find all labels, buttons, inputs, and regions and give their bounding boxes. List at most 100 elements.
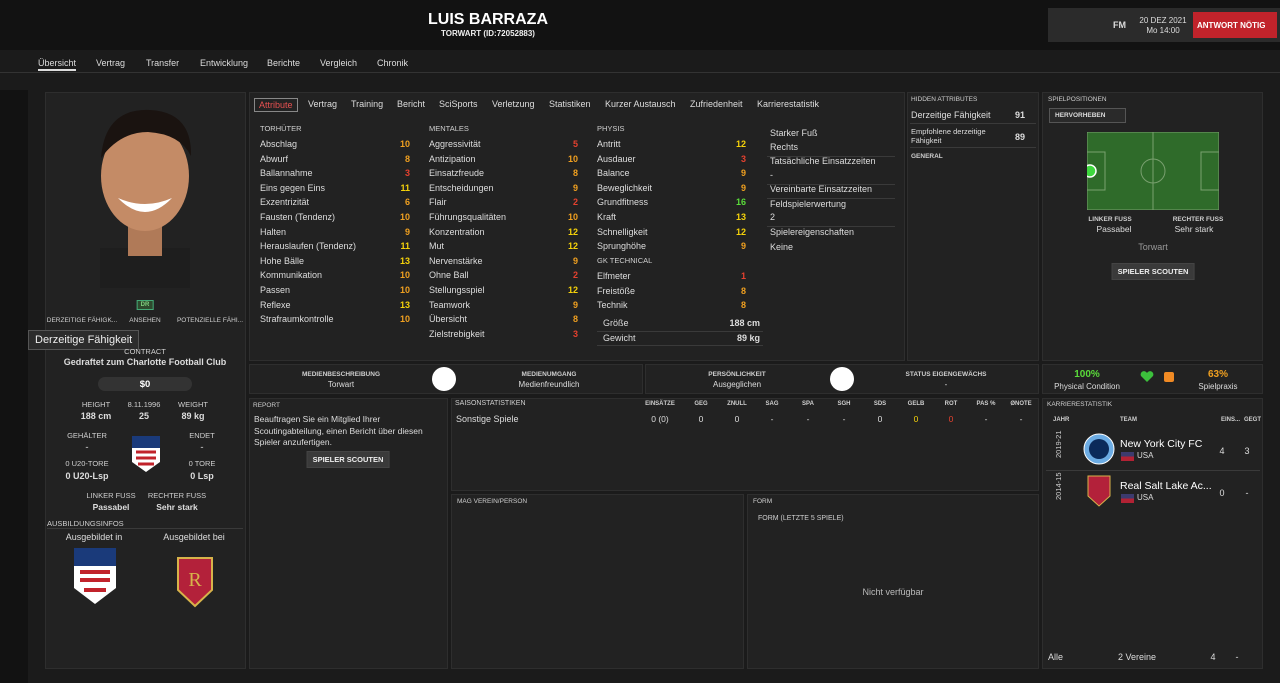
appearances: 0 — [1219, 488, 1225, 498]
tab[interactable]: Karrierestatistik — [757, 99, 820, 109]
attribute-value: 16 — [735, 197, 746, 208]
attribute-value: 8 — [404, 153, 410, 164]
season-value: - — [984, 414, 988, 424]
action-label[interactable]: ANTWORT NÖTIG — [1197, 21, 1266, 30]
physical-label: Gewicht — [603, 332, 636, 343]
sidebar[interactable] — [0, 90, 28, 683]
stat: 0 Lsp — [190, 471, 214, 481]
attribute-value: 3 — [404, 168, 410, 179]
usa-emblem — [74, 548, 116, 604]
nav-item[interactable]: Chronik — [377, 58, 409, 68]
tab[interactable]: Verletzung — [492, 99, 535, 109]
label: LINKER FUSS — [1088, 216, 1132, 223]
attribute-name: Ausdauer — [597, 153, 636, 164]
column-header: GEG — [694, 401, 708, 407]
stat: 0 TORE — [188, 459, 216, 468]
row-label: Sonstige Spiele — [456, 414, 519, 424]
section-title: FORM (LETZTE 5 SPIELE) — [758, 515, 844, 522]
nav-item[interactable]: Vertrag — [96, 58, 126, 68]
tab[interactable]: Statistiken — [549, 99, 591, 109]
nav-item[interactable]: Berichte — [267, 58, 301, 68]
nav-item[interactable]: Transfer — [146, 58, 180, 68]
label: RECHTER FUSS — [1172, 216, 1224, 223]
year: 2019-21 — [1054, 430, 1063, 458]
button[interactable]: SPIELER SCOUTEN — [1111, 263, 1195, 280]
birthdate: 8.11.1996 — [127, 400, 161, 409]
season-value: 0 — [913, 414, 919, 424]
tab[interactable]: Vertrag — [308, 99, 338, 109]
physical-label: Größe — [603, 318, 629, 328]
time: Mo 14:00 — [1146, 26, 1180, 35]
attribute-name: Schnelligkeit — [597, 226, 648, 237]
attribute-name: Antritt — [597, 139, 621, 149]
attribute-value: 1 — [740, 271, 746, 281]
report-text: Beauftragen Sie ein Mitglied Ihrer Scout… — [254, 414, 423, 447]
warning-icon — [1164, 372, 1174, 382]
tab[interactable]: Kurzer Austausch — [605, 99, 676, 109]
team: New York City FC — [1120, 438, 1203, 450]
value: Sehr stark — [1174, 224, 1214, 234]
year: 2014-15 — [1054, 472, 1063, 500]
hidden-value: 89 — [1014, 132, 1025, 142]
nav-item[interactable]: Entwicklung — [200, 58, 249, 68]
column-header: SDS — [873, 401, 887, 407]
nav-item[interactable]: Vergleich — [320, 58, 358, 68]
attribute-value: 12 — [567, 226, 578, 237]
separator — [767, 198, 895, 199]
side-info: 2 — [770, 212, 776, 222]
rating-label: DERZEITIGE FÄHIGK... — [46, 317, 118, 324]
season-value: - — [770, 414, 774, 424]
appearances: 4 — [1219, 446, 1225, 456]
panel-title: MAG VEREIN/PERSON — [457, 498, 528, 505]
attribute-value: 8 — [740, 285, 746, 296]
form-panel — [747, 494, 1039, 669]
attribute-name: Flair — [429, 197, 447, 208]
rsl-emblem — [1087, 475, 1111, 507]
tab[interactable]: Bericht — [397, 99, 426, 109]
attribute-value: 13 — [735, 212, 746, 222]
tab[interactable]: Attribute — [254, 98, 298, 112]
stat: 0 U20-TORE — [65, 459, 109, 468]
pitch — [1087, 132, 1219, 210]
role-badge: DR — [136, 300, 154, 310]
label: ENDET — [189, 431, 215, 440]
action-button[interactable] — [1193, 12, 1277, 38]
separator — [597, 330, 763, 332]
attribute-name: Einsatzfreude — [429, 168, 485, 179]
attribute-value: 2 — [572, 270, 578, 281]
attribute-name: Nervenstärke — [429, 255, 483, 266]
group-title: MENTALES — [429, 124, 469, 133]
attribute-name: Antizipation — [429, 153, 476, 164]
separator — [767, 226, 895, 227]
attribute-value: 11 — [400, 241, 410, 252]
button[interactable]: SPIELER SCOUTEN — [306, 451, 390, 468]
tab[interactable]: Zufriedenheit — [690, 99, 743, 109]
attribute-name: Passen — [260, 285, 291, 295]
section-label: AUSBILDUNGSINFOS — [47, 519, 124, 528]
side-info: Feldspielerwertung — [770, 199, 847, 209]
tab[interactable]: Training — [351, 99, 384, 109]
player-name: LUIS BARRAZA — [428, 11, 548, 28]
column-header: GEGT — [1244, 417, 1262, 423]
condition-panel — [1042, 364, 1263, 394]
tab[interactable]: SciSports — [439, 99, 478, 109]
nav-item[interactable]: Übersicht — [38, 58, 77, 71]
media-label: MEDIENUMGANG — [521, 371, 577, 378]
footer-cell: Alle — [1048, 652, 1064, 662]
attribute-name: Grundfitness — [597, 197, 649, 208]
hidden-panel — [907, 92, 1039, 361]
season-value: - — [842, 414, 846, 424]
label: WEIGHT — [178, 400, 208, 409]
physical-value: 89 kg — [736, 332, 760, 343]
value: Passabel — [1096, 224, 1132, 234]
attribute-value: 10 — [399, 314, 410, 325]
separator — [910, 123, 1036, 124]
dropdown[interactable]: HERVORHEBEN — [1049, 108, 1127, 123]
attribute-name: Stellungsspiel — [429, 285, 485, 295]
value: 89 kg — [181, 411, 205, 421]
date: 20 DEZ 2021 — [1139, 16, 1187, 25]
attribute-value: 9 — [572, 182, 578, 193]
group-title: PHYSIS — [597, 124, 625, 133]
panel-title: REPORT — [253, 402, 280, 409]
